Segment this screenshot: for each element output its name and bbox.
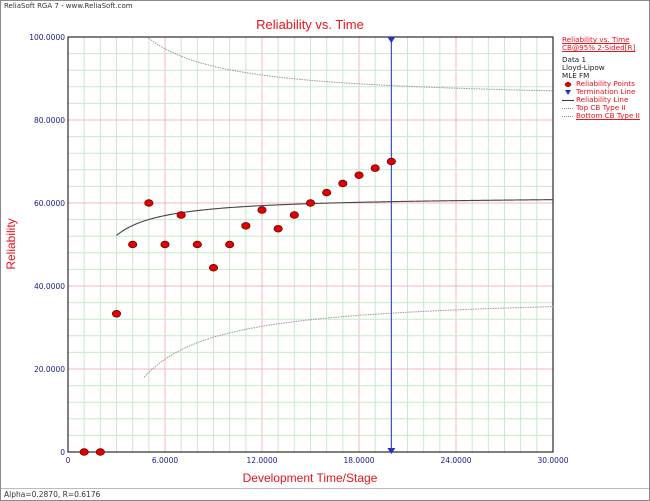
- red-dot-icon: [562, 81, 574, 88]
- legend-title: Reliability vs. Time: [562, 35, 630, 44]
- x-tick-label: 0: [66, 456, 71, 465]
- y-tick-label: 100.0000: [29, 33, 65, 42]
- legend-estimator: MLE FM: [562, 71, 590, 80]
- dark-line-icon: [562, 97, 574, 104]
- x-axis-label: Development Time/Stage: [243, 471, 378, 485]
- confidence-bounds: [143, 37, 554, 378]
- x-tick-label: 12.0000: [246, 456, 277, 465]
- legend-item-points: Reliability Points: [562, 80, 646, 88]
- reliability-point: [322, 188, 332, 197]
- reliability-point: [160, 240, 170, 249]
- legend-method: Lloyd-Lipow: [562, 63, 605, 72]
- y-axis-label: Reliability: [4, 218, 18, 269]
- legend-item-termination: Termination Line: [562, 88, 646, 96]
- reliability-point: [273, 224, 283, 233]
- x-tick-label: 30.0000: [537, 456, 568, 465]
- reliability-point: [192, 240, 202, 249]
- reliability-line-group: [116, 199, 554, 236]
- dotted-line-icon: [562, 113, 574, 120]
- plot-frame: [67, 36, 554, 453]
- bottom-cb-line: [143, 306, 554, 378]
- legend-item-bottom-cb: Bottom CB Type II: [562, 112, 646, 120]
- reliability-points: [79, 157, 396, 456]
- y-tick-label: 80.0000: [34, 116, 65, 125]
- reliability-point: [354, 171, 364, 179]
- app-title: ReliaSoft RGA 7 - www.ReliaSoft.com: [4, 2, 133, 10]
- y-tick-label: 20.0000: [34, 365, 65, 374]
- tick-labels: 0 6.0000 12.0000 18.0000 24.0000 30.0000 0 20.0…: [29, 33, 569, 465]
- status-bar: Alpha=0.2870, R=0.6176: [4, 490, 101, 499]
- top-cb-line: [148, 37, 554, 92]
- legend-label: Bottom CB Type II: [576, 111, 640, 120]
- y-tick-label: 0: [60, 448, 65, 457]
- status-divider: [1, 488, 649, 489]
- reliability-point: [338, 179, 348, 188]
- reliability-point: [225, 240, 235, 249]
- x-tick-label: 24.0000: [440, 456, 471, 465]
- x-tick-label: 6.0000: [152, 456, 178, 465]
- legend-label: Reliability Points: [576, 79, 635, 88]
- legend-label: Top CB Type II: [576, 103, 626, 112]
- chart-title: Reliability vs. Time: [256, 17, 364, 32]
- reliability-point: [289, 211, 299, 219]
- reliability-point: [144, 199, 154, 207]
- reliability-point: [128, 240, 138, 249]
- blue-triangle-icon: [562, 89, 574, 96]
- dotted-line-icon: [562, 105, 574, 112]
- legend-dataset: Data 1: [562, 55, 587, 64]
- reliability-point: [111, 310, 122, 318]
- reliability-point: [305, 199, 316, 207]
- legend-label: Reliability Line: [576, 95, 629, 104]
- reliability-point: [257, 206, 267, 214]
- reliability-point: [370, 164, 380, 172]
- reliability-line: [116, 199, 554, 236]
- reliability-point: [79, 448, 89, 456]
- termination-top-marker: [387, 37, 396, 43]
- reliability-point: [386, 157, 396, 166]
- y-tick-label: 60.0000: [34, 199, 65, 208]
- legend-item-top-cb: Top CB Type II: [562, 104, 646, 112]
- legend-label: Termination Line: [576, 87, 636, 96]
- x-tick-label: 18.0000: [343, 456, 374, 465]
- termination-line-group: [387, 37, 396, 454]
- reliability-point: [176, 211, 186, 219]
- termination-bottom-marker: [387, 448, 396, 454]
- reliability-point: [95, 448, 105, 456]
- reliability-point: [208, 263, 219, 272]
- reliability-point: [241, 222, 251, 230]
- legend: Reliability vs. Time CB@95% 2-Sided[R] D…: [562, 36, 646, 120]
- y-tick-label: 40.0000: [34, 282, 65, 291]
- grid: [67, 36, 554, 453]
- legend-subtitle: CB@95% 2-Sided[R]: [562, 43, 636, 52]
- legend-item-reliability-line: Reliability Line: [562, 96, 646, 104]
